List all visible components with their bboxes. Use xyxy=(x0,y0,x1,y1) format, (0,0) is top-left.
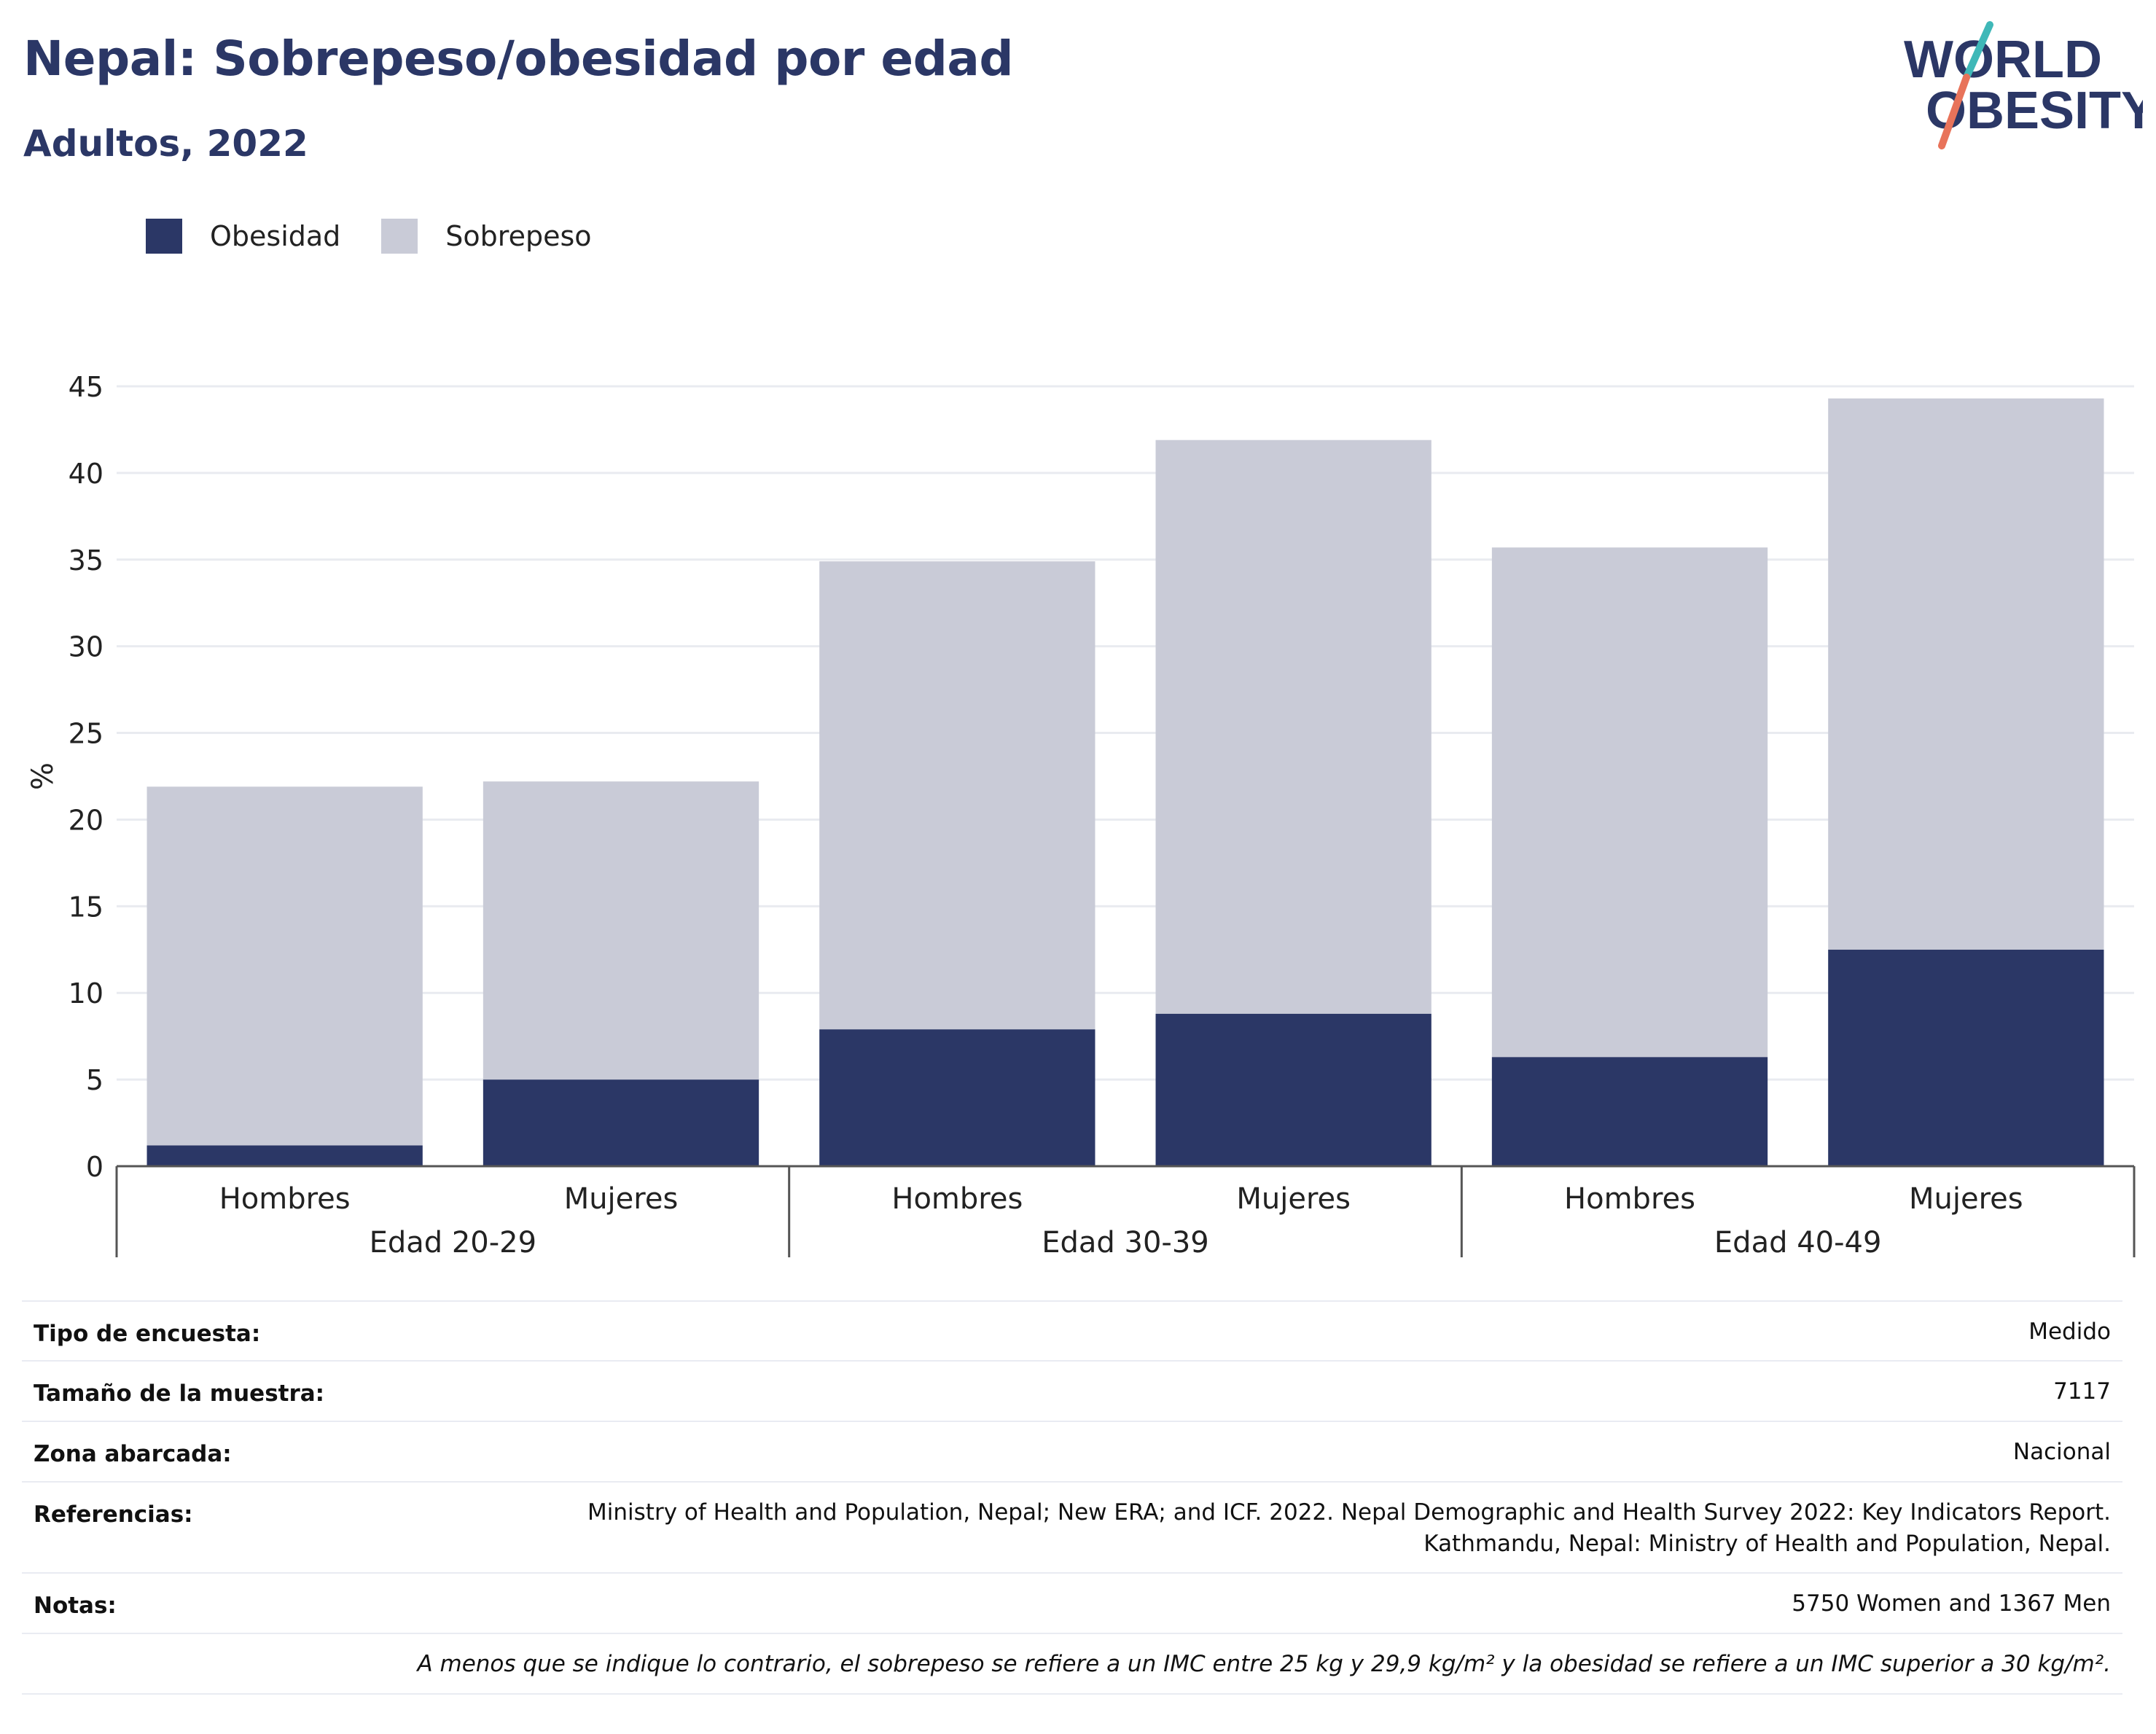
chart-legend: Obesidad Sobrepeso xyxy=(146,217,633,255)
notes-label: Notas: xyxy=(34,1593,117,1619)
info-row-sample-size: Tamaño de la muestra: 7117 xyxy=(22,1360,2122,1421)
bar-obesidad-0[interactable] xyxy=(147,1145,423,1166)
bar-sobrepeso-3[interactable] xyxy=(1155,440,1432,1014)
group-label: Edad 20-29 xyxy=(370,1226,537,1260)
logo-text-world: WORLD xyxy=(1904,31,2102,89)
legend-label-obesidad: Obesidad xyxy=(210,220,341,252)
bar-obesidad-3[interactable] xyxy=(1155,1013,1432,1166)
y-tick-label: 35 xyxy=(69,544,103,577)
y-tick-label: 10 xyxy=(69,977,103,1009)
footnote-text: A menos que se indique lo contrario, el … xyxy=(417,1651,2111,1677)
y-tick-label: 45 xyxy=(69,371,103,403)
page-title: Nepal: Sobrepeso/obesidad por edad xyxy=(23,31,1014,87)
sample-size-label: Tamaño de la muestra: xyxy=(34,1380,325,1407)
info-row-survey-type: Tipo de encuesta: Medido xyxy=(22,1300,2122,1360)
legend-swatch-obesidad xyxy=(146,219,182,254)
area-label: Zona abarcada: xyxy=(34,1441,232,1467)
references-value: Ministry of Health and Population, Nepal… xyxy=(587,1497,2111,1560)
legend-item-sobrepeso[interactable]: Sobrepeso xyxy=(381,219,592,254)
references-line-2: Kathmandu, Nepal: Ministry of Health and… xyxy=(1423,1531,2111,1557)
area-value: Nacional xyxy=(2012,1439,2111,1465)
bar-obesidad-4[interactable] xyxy=(1491,1057,1768,1166)
survey-type-label: Tipo de encuesta: xyxy=(34,1321,261,1347)
bar-sobrepeso-2[interactable] xyxy=(819,561,1095,1030)
x-tick-label: Hombres xyxy=(1564,1182,1695,1216)
bar-sobrepeso-4[interactable] xyxy=(1491,547,1768,1058)
logo-slash-teal xyxy=(1963,21,1993,81)
x-tick-label: Mujeres xyxy=(1909,1182,2023,1216)
stacked-bar-chart: 0 5 10 15 20 25 30 35 40 45% Hombres Mujeres Hombres… xyxy=(26,371,2136,1260)
bar-sobrepeso-0[interactable] xyxy=(147,786,423,1146)
x-tick-label: Hombres xyxy=(219,1182,351,1216)
sample-size-value: 7117 xyxy=(2053,1378,2111,1405)
logo-slash-coral xyxy=(1938,74,1970,149)
info-row-notes: Notas: 5750 Women and 1367 Men xyxy=(22,1572,2122,1633)
group-label: Edad 30-39 xyxy=(1042,1226,1209,1260)
legend-item-obesidad[interactable]: Obesidad xyxy=(146,219,340,254)
y-tick-label: 15 xyxy=(69,891,103,923)
info-row-area: Zona abarcada: Nacional xyxy=(22,1421,2122,1481)
group-label: Edad 40-49 xyxy=(1714,1226,1882,1260)
references-label: Referencias: xyxy=(34,1501,193,1528)
references-line-1: Ministry of Health and Population, Nepal… xyxy=(587,1499,2111,1526)
y-tick-label: 5 xyxy=(86,1064,103,1096)
survey-type-value: Medido xyxy=(2028,1319,2111,1345)
info-table-bottom-border xyxy=(22,1693,2122,1695)
y-tick-label: 0 xyxy=(86,1151,103,1183)
y-tick-label: 40 xyxy=(69,458,103,490)
notes-value: 5750 Women and 1367 Men xyxy=(1792,1590,2111,1617)
legend-swatch-sobrepeso xyxy=(381,219,418,254)
bar-obesidad-2[interactable] xyxy=(819,1029,1095,1166)
world-obesity-logo: WORLD OBESITY xyxy=(1904,21,2143,149)
survey-info-table: Tipo de encuesta: Medido Tamaño de la mu… xyxy=(22,1300,2122,1695)
bar-obesidad-5[interactable] xyxy=(1828,949,2104,1166)
legend-label-sobrepeso: Sobrepeso xyxy=(445,220,592,252)
y-tick-label: 30 xyxy=(69,631,103,663)
x-tick-label: Hombres xyxy=(891,1182,1023,1216)
bar-obesidad-1[interactable] xyxy=(483,1079,759,1166)
info-row-references: Referencias: Ministry of Health and Popu… xyxy=(22,1481,2122,1572)
bar-sobrepeso-5[interactable] xyxy=(1828,398,2104,950)
x-tick-label: Mujeres xyxy=(1236,1182,1351,1216)
info-row-footnote: A menos que se indique lo contrario, el … xyxy=(22,1633,2122,1693)
y-axis-label: % xyxy=(26,762,60,790)
y-tick-label: 20 xyxy=(69,804,103,836)
page-subtitle: Adultos, 2022 xyxy=(23,122,308,165)
x-tick-label: Mujeres xyxy=(564,1182,679,1216)
bar-sobrepeso-1[interactable] xyxy=(483,781,759,1080)
y-tick-label: 25 xyxy=(69,718,103,750)
